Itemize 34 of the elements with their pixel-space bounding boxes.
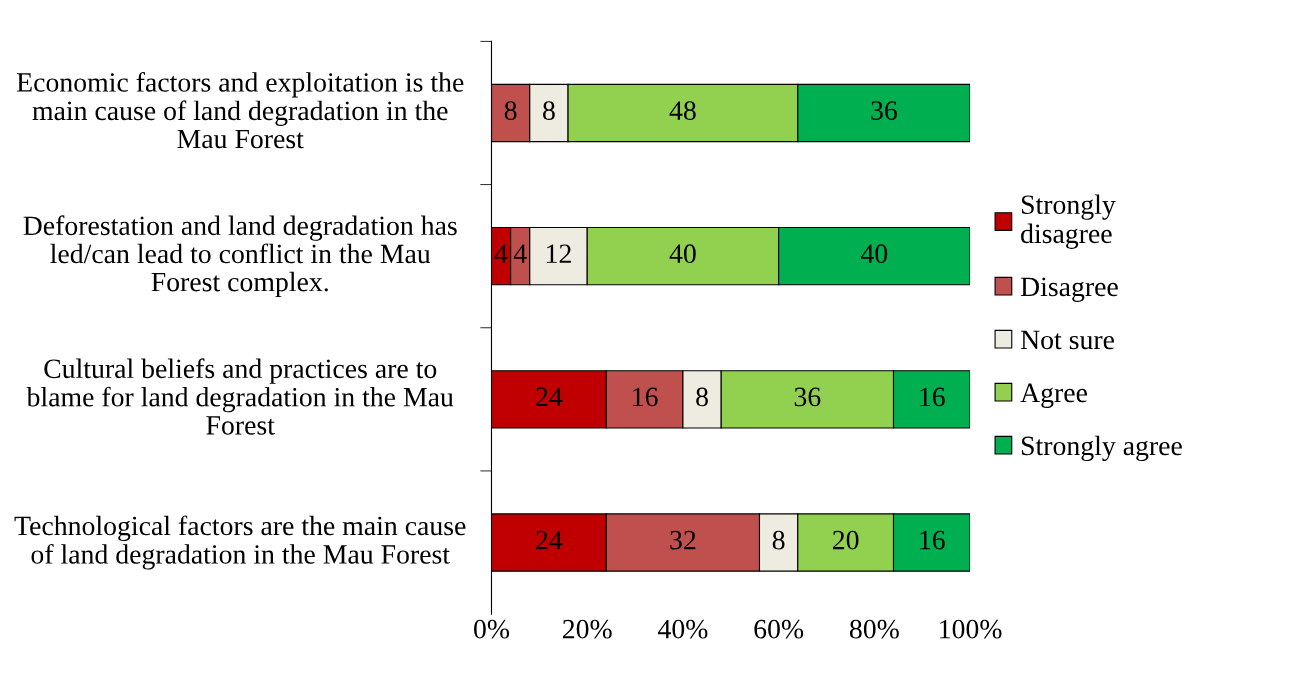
data-label: 4 (513, 244, 527, 263)
data-label: 8 (696, 387, 708, 407)
data-label: 36 (794, 387, 821, 407)
y-tick-label: Economic factors and exploitation is the main cause of land degradation in the Mau Forest (16, 71, 464, 149)
data-label: 24 (536, 530, 563, 550)
data-label: 40 (669, 244, 696, 264)
legend-label: Not sure (1020, 330, 1115, 350)
x-tick-label: 0% (474, 619, 510, 639)
legend-label: Strongly disagree (1021, 194, 1116, 249)
x-tick-label: 40% (658, 619, 708, 639)
x-tick-label: 100% (940, 619, 1002, 639)
data-label: 36 (871, 101, 897, 120)
data-label: 12 (547, 244, 571, 263)
y-tick-label: Technological factors are the main cause of land degradation in the Mau Forest (14, 515, 466, 570)
data-label: 16 (633, 387, 658, 407)
data-label: 32 (670, 530, 696, 550)
x-tick-label: 80% (849, 619, 899, 639)
data-label: 20 (832, 530, 859, 550)
y-tick-label: Deforestation and land degradation has led/can lead to conflict in the Mau Forest complex. (23, 215, 457, 298)
data-label: 48 (669, 101, 696, 120)
legend-label: Disagree (1020, 277, 1118, 302)
data-label: 8 (543, 101, 555, 120)
data-label: 16 (920, 387, 945, 407)
legend-label: Strongly agree (1021, 435, 1182, 461)
data-label: 24 (536, 387, 563, 407)
data-label: 4 (494, 244, 508, 263)
y-tick-label: Cultural beliefs and practices are to blame for land degradation in the Mau Forest (26, 358, 454, 435)
legend-label: Agree (1020, 383, 1087, 408)
x-tick-label: 20% (562, 619, 612, 639)
x-tick-label: 60% (754, 619, 804, 639)
data-label: 8 (504, 101, 517, 120)
data-label: 8 (772, 530, 785, 550)
data-label: 16 (920, 530, 945, 550)
data-label: 40 (861, 244, 888, 264)
